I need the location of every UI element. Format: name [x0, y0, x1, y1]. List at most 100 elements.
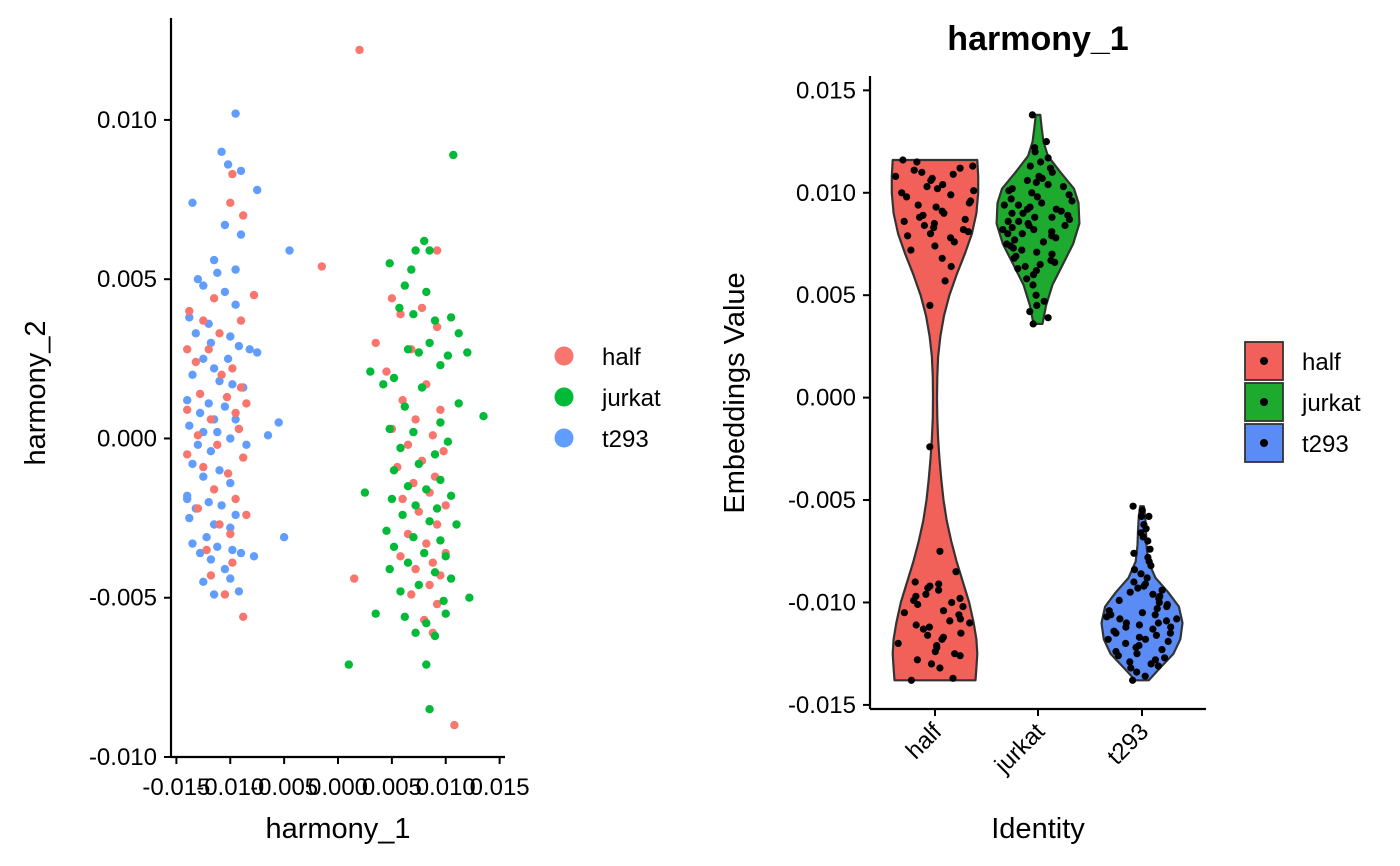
violin-point-jurkat: [1029, 281, 1037, 289]
violin-y-tick-label: 0.015: [796, 77, 856, 104]
violin-point-jurkat: [1008, 185, 1016, 193]
violin-point-half: [919, 211, 927, 219]
scatter-point-half: [432, 599, 442, 609]
violin-point-t293: [1149, 625, 1157, 633]
scatter-point-t293: [253, 185, 262, 195]
violin-point-half: [961, 215, 969, 223]
scatter-point-t293: [253, 348, 262, 357]
scatter-point-t293: [231, 265, 240, 274]
violin-point-jurkat: [1014, 201, 1023, 209]
scatter-point-half: [428, 558, 437, 567]
scatter-point-t293: [215, 376, 224, 386]
violin-point-jurkat: [1007, 195, 1015, 203]
scatter-point-jurkat: [414, 459, 423, 469]
violin-point-t293: [1145, 512, 1153, 521]
scatter-point-half: [206, 571, 216, 580]
scatter-point-jurkat: [463, 348, 472, 357]
scatter-point-t293: [220, 402, 230, 411]
scatter-point-half: [239, 453, 248, 462]
scatter-x-tick-label: -0.015: [142, 774, 210, 801]
scatter-point-t293: [226, 478, 235, 488]
violin-point-half: [933, 641, 941, 650]
violin-point-half: [926, 230, 935, 238]
scatter-point-t293: [215, 466, 224, 475]
scatter-point-half: [195, 389, 205, 399]
scatter-point-t293: [245, 345, 254, 354]
violin-point-half: [936, 664, 944, 672]
scatter-point-t293: [279, 533, 289, 542]
violin-point-jurkat: [1029, 320, 1037, 328]
violin-point-t293: [1104, 635, 1112, 643]
scatter-point-half: [317, 262, 326, 271]
violin-point-t293: [1151, 611, 1159, 619]
scatter-points: [183, 45, 488, 730]
scatter-point-t293: [234, 587, 244, 596]
scatter-point-jurkat: [465, 593, 474, 602]
scatter-point-jurkat: [422, 619, 431, 628]
violin-point-jurkat: [1028, 111, 1036, 119]
scatter-point-jurkat: [385, 424, 394, 434]
scatter-point-jurkat: [409, 533, 418, 542]
violin-point-half: [913, 158, 921, 166]
scatter-point-jurkat: [396, 587, 405, 596]
violin-point-t293: [1141, 635, 1150, 643]
violin-point-t293: [1115, 596, 1123, 605]
violin-point-jurkat: [1046, 164, 1055, 172]
violin-points: [892, 111, 1181, 684]
violin-legend-half-label: half: [1302, 349, 1341, 376]
scatter-y-ticks: -0.010 -0.005 0.000 0.005 0.010: [89, 107, 171, 771]
violin-point-t293: [1126, 588, 1134, 596]
scatter-point-jurkat: [403, 345, 413, 354]
scatter-point-jurkat: [344, 660, 353, 669]
scatter-x-tick-label: 0.000: [308, 774, 368, 801]
violin-point-t293: [1154, 619, 1162, 627]
violin-point-t293: [1167, 623, 1175, 631]
violin-point-half: [914, 201, 922, 209]
scatter-legend: half jurkat t293: [554, 344, 661, 453]
violin-point-jurkat: [1024, 219, 1032, 228]
legend-jurkat-key: [554, 387, 574, 407]
scatter-point-jurkat: [452, 520, 461, 529]
violin-point-t293: [1163, 600, 1171, 609]
scatter-point-half: [396, 310, 405, 319]
scatter-point-half: [226, 529, 235, 539]
violin-point-half: [919, 625, 928, 633]
scatter-point-half: [193, 504, 203, 513]
violin-point-t293: [1134, 584, 1142, 592]
scatter-point-t293: [206, 338, 216, 348]
violin-y-tick-label: 0.005: [796, 282, 856, 309]
violin-point-half: [922, 590, 930, 598]
violin-point-t293: [1135, 641, 1143, 650]
scatter-point-t293: [228, 545, 237, 555]
violin-point-jurkat: [1026, 308, 1034, 316]
violin-point-t293: [1130, 549, 1138, 557]
violin-point-half: [949, 170, 957, 178]
violin-point-jurkat: [1000, 201, 1008, 209]
violin-point-t293: [1138, 506, 1146, 514]
scatter-point-t293: [220, 287, 230, 297]
scatter-point-jurkat: [403, 482, 413, 491]
scatter-point-t293: [191, 329, 200, 338]
violin-point-half: [920, 221, 929, 230]
violin-point-t293: [1112, 648, 1120, 656]
violin-point-jurkat: [1042, 138, 1050, 146]
scatter-point-half: [382, 367, 391, 376]
scatter-point-half: [407, 590, 416, 599]
scatter-point-jurkat: [389, 542, 399, 551]
violin-point-jurkat: [1003, 240, 1011, 248]
scatter-point-t293: [226, 574, 235, 583]
scatter-point-jurkat: [420, 548, 429, 558]
violin-point-t293: [1153, 605, 1161, 613]
violin-point-half: [935, 586, 943, 594]
violin-point-jurkat: [1004, 230, 1012, 238]
scatter-point-jurkat: [441, 609, 450, 618]
violin-point-jurkat: [1015, 217, 1023, 225]
scatter-point-half: [209, 485, 219, 494]
violin-point-half: [959, 226, 968, 234]
scatter-point-t293: [263, 431, 273, 440]
violin-point-t293: [1137, 512, 1146, 521]
scatter-point-t293: [188, 198, 197, 207]
violin-point-t293: [1161, 654, 1169, 662]
violin-x-ticks: half jurkat t293: [901, 709, 1154, 779]
